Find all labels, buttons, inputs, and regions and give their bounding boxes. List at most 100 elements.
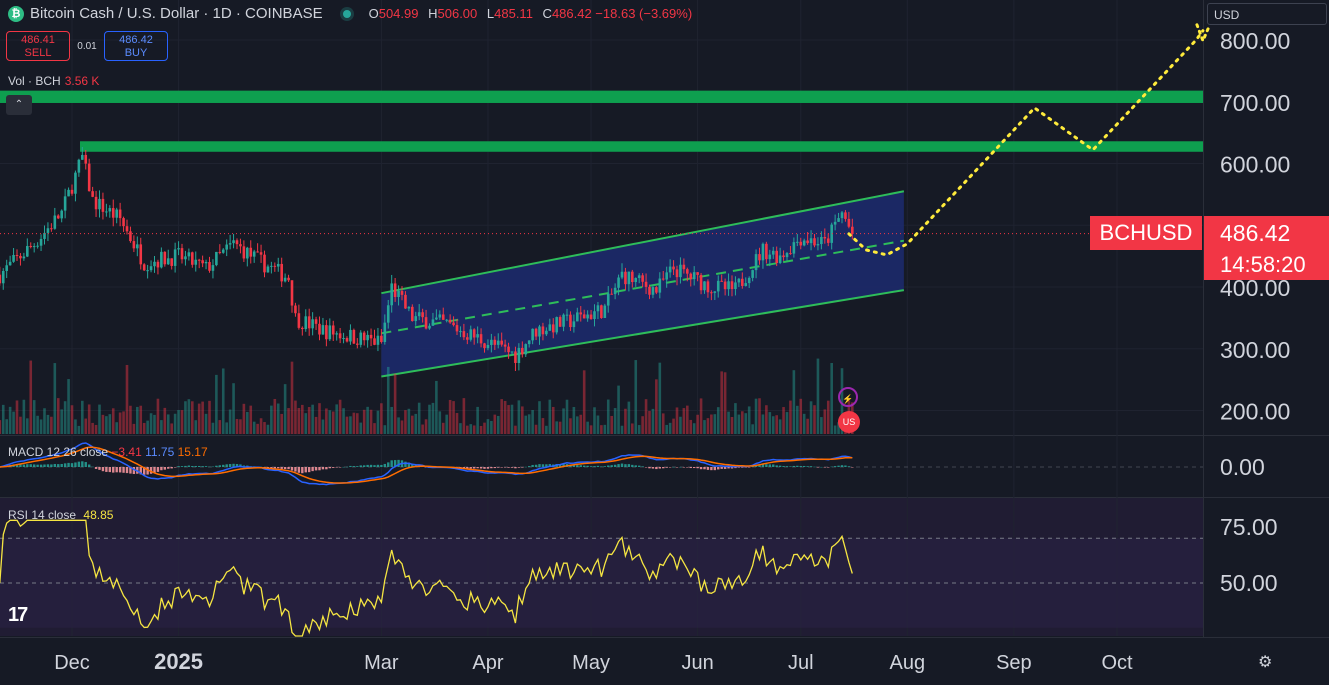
volume-bar <box>661 413 665 434</box>
candle-2025-04-09 <box>514 346 517 372</box>
candle-2025-04-08 <box>510 351 514 355</box>
candle-2025-04-13 <box>527 340 531 348</box>
candle-2024-12-25 <box>153 255 156 273</box>
sell-button[interactable]: 486.41 SELL <box>6 31 70 61</box>
candle-body <box>184 256 187 260</box>
macd-hist-bar <box>170 467 173 469</box>
candle-2025-06-11 <box>730 275 734 297</box>
candle-2025-04-27 <box>576 307 579 322</box>
candle-2025-03-10 <box>411 304 414 322</box>
volume-bar <box>84 418 88 434</box>
candle-2025-04-23 <box>562 313 565 332</box>
candle-body <box>50 228 53 230</box>
candle-2024-12-05 <box>84 150 88 170</box>
candle-2025-04-21 <box>555 316 558 335</box>
candle-2025-04-22 <box>558 315 562 328</box>
lightning-event-icon[interactable]: ⚡ <box>838 387 858 407</box>
currency-selector[interactable]: USD <box>1207 3 1327 25</box>
macd-hist-bar <box>325 467 328 470</box>
volume-bar <box>665 424 668 434</box>
candle-body <box>163 251 167 265</box>
candle-body <box>809 238 813 244</box>
macd-hist-bar <box>332 467 335 468</box>
tradingview-logo[interactable]: 17 <box>8 604 28 626</box>
candle-2025-04-16 <box>538 324 541 345</box>
volume-bar <box>215 374 218 434</box>
candle-2025-02-16 <box>335 331 338 341</box>
macd-hist-bar <box>734 467 737 469</box>
candle-body <box>153 261 156 267</box>
candle-body <box>741 278 744 286</box>
candle-body <box>201 260 204 264</box>
candle-body <box>844 212 847 219</box>
collapse-legend-button[interactable]: ⌃ <box>6 95 32 115</box>
candle-2025-05-09 <box>617 274 620 296</box>
candle-2025-05-19 <box>651 285 655 299</box>
candle-2025-04-20 <box>551 318 555 339</box>
macd-hist-bar <box>596 465 600 467</box>
candle-2024-11-11 <box>1 268 5 290</box>
candle-body <box>558 317 562 327</box>
resistance-zone <box>0 90 1203 103</box>
candle-body <box>572 321 576 328</box>
candle-body <box>462 331 466 338</box>
candle-body <box>29 245 33 247</box>
volume-bar <box>479 425 483 434</box>
candle-2025-04-01 <box>486 339 490 351</box>
candle-body <box>411 306 414 322</box>
macd-hist-bar <box>782 466 785 467</box>
macd-hist-bar <box>679 466 682 468</box>
macd-hist-bar <box>747 467 751 468</box>
us-flag-event-icon[interactable]: US <box>838 411 860 433</box>
macd-hist-bar <box>167 467 170 469</box>
candle-2025-06-02 <box>699 272 703 295</box>
candle-2025-03-16 <box>431 312 435 326</box>
candle-2025-05-26 <box>675 265 679 286</box>
candle-2024-12-23 <box>146 264 149 279</box>
candle-body <box>665 272 668 280</box>
macd-hist-bar <box>696 467 699 469</box>
ohlc-low: 485.11 <box>494 6 533 21</box>
rsi-legend: RSI 14 close 48.85 <box>8 508 113 522</box>
candle-2025-04-29 <box>582 309 586 319</box>
volume-bar <box>32 400 36 434</box>
volume-bar <box>201 401 204 434</box>
candle-body <box>510 351 514 353</box>
candle-2025-03-08 <box>404 291 407 309</box>
volume-bar <box>503 400 507 434</box>
candle-body <box>211 265 215 271</box>
candle-body <box>744 283 748 286</box>
candle-2024-12-07 <box>91 186 94 198</box>
candle-body <box>166 258 170 265</box>
y-tick-label: 700.00 <box>1220 90 1290 116</box>
macd-hist-bar <box>744 467 747 468</box>
volume-bar <box>589 425 593 434</box>
volume-bar <box>15 400 19 434</box>
candle-2024-12-31 <box>173 242 177 273</box>
candle-body <box>225 244 228 250</box>
macd-hist-bar <box>77 461 81 467</box>
macd-hist-bar <box>153 467 156 473</box>
candle-body <box>36 245 39 247</box>
volume-bar <box>270 405 273 434</box>
macd-hist-bar <box>851 467 854 468</box>
candle-body <box>483 343 486 349</box>
macd-hist-bar <box>311 467 314 472</box>
candle-2025-05-28 <box>682 258 686 274</box>
candle-2025-06-22 <box>768 249 772 267</box>
candle-2025-01-13 <box>218 244 222 255</box>
volume-bar <box>500 399 503 434</box>
buy-button[interactable]: 486.42 BUY <box>104 31 168 61</box>
macd-hist-bar <box>101 467 105 472</box>
candle-body <box>624 271 627 285</box>
x-tick-label: 2025 <box>154 649 203 674</box>
volume-bar <box>686 405 689 434</box>
candle-2024-11-15 <box>15 249 19 261</box>
gear-icon[interactable]: ⚙ <box>1258 654 1273 671</box>
macd-histogram-value: −3.41 <box>111 445 142 459</box>
volume-bar <box>242 403 246 434</box>
candle-2025-05-05 <box>603 303 607 319</box>
macd-hist-bar <box>703 467 706 470</box>
candle-body <box>435 317 438 320</box>
